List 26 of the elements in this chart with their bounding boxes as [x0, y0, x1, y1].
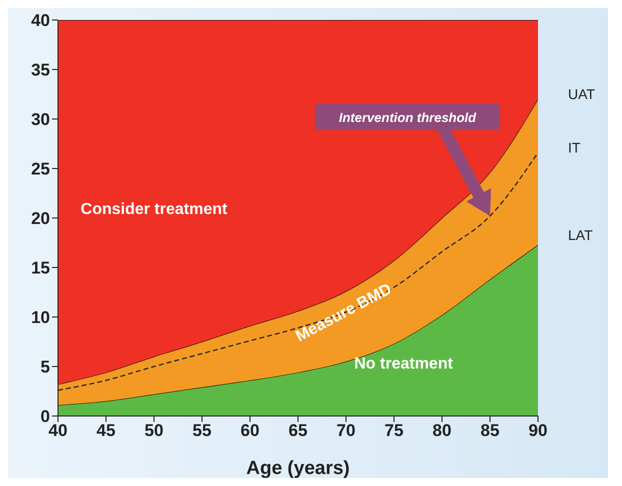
x-tick-label: 85: [480, 421, 500, 440]
y-tick-label: 30: [31, 110, 50, 130]
y-tick-label: 5: [40, 358, 50, 377]
text: LAT: [568, 226, 594, 243]
x-tick-label: 90: [528, 421, 548, 440]
x-tick-label: 60: [240, 421, 260, 440]
annotation: Intervention threshold: [338, 110, 478, 126]
x-axis-title: Age (years): [246, 458, 350, 479]
text: UAT: [568, 86, 596, 102]
x-tick-label: 45: [96, 421, 116, 440]
x-tick-label: 50: [144, 421, 164, 440]
y-tick-label: 0: [40, 407, 50, 426]
y-tick-label: 35: [31, 60, 50, 80]
y-tick-label: 25: [31, 160, 50, 179]
x-tick-label: 65: [288, 421, 308, 440]
text: IT: [568, 140, 581, 156]
y-tick-label: 40: [31, 11, 50, 30]
x-tick-label: 75: [384, 421, 404, 440]
x-tick-label: 80: [432, 421, 452, 440]
series-label: No treatment: [354, 355, 454, 372]
x-tick-label: 70: [336, 421, 356, 440]
x-tick-label: 55: [192, 421, 212, 440]
y-tick-label: 15: [31, 258, 50, 278]
y-tick-label: 20: [31, 209, 50, 228]
series-label: Consider treatment: [80, 201, 228, 218]
y-tick-label: 10: [31, 308, 50, 328]
